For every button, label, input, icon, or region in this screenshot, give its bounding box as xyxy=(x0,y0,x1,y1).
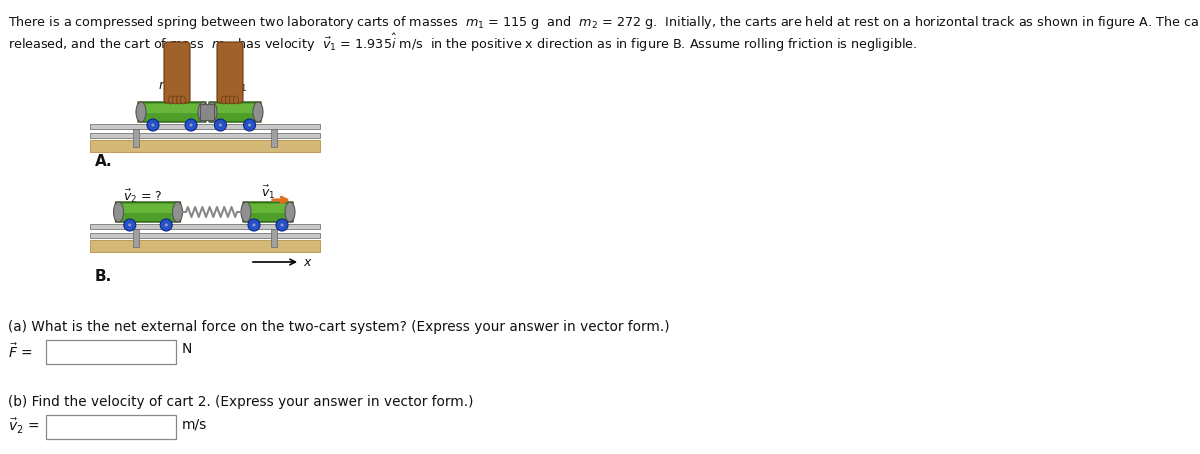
Text: $m_2$: $m_2$ xyxy=(157,81,176,94)
Ellipse shape xyxy=(208,102,217,122)
Text: m/s: m/s xyxy=(182,417,208,431)
FancyBboxPatch shape xyxy=(209,102,262,122)
Text: released, and the cart of mass  $m_1$  has velocity  $\vec{v}_1$ = 1.935$\hat{i}: released, and the cart of mass $m_1$ has… xyxy=(8,32,917,54)
Bar xyxy=(90,124,320,129)
Bar xyxy=(46,340,176,364)
Text: (a) What is the net external force on the two-cart system? (Express your answer : (a) What is the net external force on th… xyxy=(8,320,670,334)
Text: $\vec{F}$ =: $\vec{F}$ = xyxy=(8,342,32,360)
Ellipse shape xyxy=(222,96,227,104)
Ellipse shape xyxy=(180,96,186,104)
FancyBboxPatch shape xyxy=(115,202,180,222)
Text: N: N xyxy=(182,342,192,356)
Circle shape xyxy=(185,119,197,131)
Circle shape xyxy=(146,119,158,131)
Bar xyxy=(90,224,320,229)
Ellipse shape xyxy=(176,96,181,104)
Text: $\vec{v}_2$ = ?: $\vec{v}_2$ = ? xyxy=(124,188,163,205)
Circle shape xyxy=(276,219,288,231)
Bar xyxy=(90,233,320,238)
Text: (b) Find the velocity of cart 2. (Express your answer in vector form.): (b) Find the velocity of cart 2. (Expres… xyxy=(8,395,474,409)
Circle shape xyxy=(248,219,260,231)
Ellipse shape xyxy=(241,202,251,222)
Bar xyxy=(200,104,214,120)
Text: $m_1$: $m_1$ xyxy=(228,81,246,94)
Ellipse shape xyxy=(173,202,182,222)
Bar xyxy=(211,104,259,113)
Bar xyxy=(133,229,139,247)
Text: $\vec{v}_2$ =: $\vec{v}_2$ = xyxy=(8,417,40,436)
Ellipse shape xyxy=(253,102,263,122)
Bar xyxy=(46,415,176,439)
Ellipse shape xyxy=(229,96,234,104)
Circle shape xyxy=(247,123,252,127)
Ellipse shape xyxy=(173,96,178,104)
Ellipse shape xyxy=(234,96,239,104)
FancyBboxPatch shape xyxy=(217,42,242,103)
Bar xyxy=(118,204,179,213)
Circle shape xyxy=(164,223,168,227)
Ellipse shape xyxy=(136,102,146,122)
Bar xyxy=(271,229,277,247)
Circle shape xyxy=(190,123,193,127)
Ellipse shape xyxy=(198,102,208,122)
Ellipse shape xyxy=(168,96,174,104)
Text: B.: B. xyxy=(95,269,113,284)
Ellipse shape xyxy=(114,202,124,222)
Bar xyxy=(245,204,292,213)
Bar xyxy=(140,104,204,113)
Bar xyxy=(90,140,320,152)
Circle shape xyxy=(215,119,227,131)
Ellipse shape xyxy=(286,202,295,222)
FancyBboxPatch shape xyxy=(242,202,293,222)
Circle shape xyxy=(161,219,173,231)
FancyBboxPatch shape xyxy=(164,42,190,103)
Text: A.: A. xyxy=(95,154,113,169)
Bar xyxy=(90,133,320,138)
Text: x: x xyxy=(302,256,311,268)
Circle shape xyxy=(151,123,155,127)
Circle shape xyxy=(218,123,222,127)
Circle shape xyxy=(244,119,256,131)
Circle shape xyxy=(252,223,256,227)
Bar xyxy=(90,240,320,252)
Circle shape xyxy=(128,223,132,227)
Circle shape xyxy=(124,219,136,231)
Ellipse shape xyxy=(226,96,230,104)
Circle shape xyxy=(280,223,284,227)
Bar xyxy=(133,129,139,147)
Text: $\vec{v}_1$: $\vec{v}_1$ xyxy=(260,184,275,202)
Text: There is a compressed spring between two laboratory carts of masses  $m_1$ = 115: There is a compressed spring between two… xyxy=(8,14,1200,31)
Bar xyxy=(271,129,277,147)
FancyBboxPatch shape xyxy=(138,102,206,122)
